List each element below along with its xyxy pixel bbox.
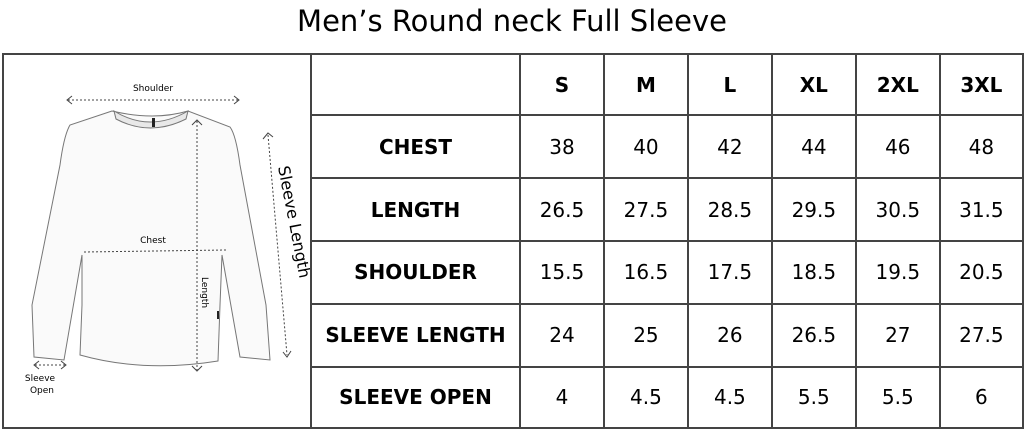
measurement-cell: 48 <box>938 114 1022 180</box>
measurement-cell: 19.5 <box>854 239 941 305</box>
measurement-cell: 18.5 <box>770 239 857 305</box>
label-tag <box>152 118 155 127</box>
table-row: LENGTH 26.5 27.5 28.5 29.5 30.5 31.5 <box>312 177 1022 242</box>
measurement-cell: 30.5 <box>854 177 941 242</box>
measurement-cell: 15.5 <box>519 239 605 305</box>
measurement-cell: 6 <box>938 365 1022 427</box>
sleeve-length-label: Sleeve Length <box>274 164 310 279</box>
corner-cell <box>312 55 521 116</box>
shirt-diagram: Shoulder Chest Length Sleeve Length Slee… <box>4 55 314 427</box>
length-label: Length <box>199 277 209 308</box>
measurement-cell: 26.5 <box>519 177 605 242</box>
sleeve-open-label-2: Open <box>30 386 54 396</box>
measurement-cell: 4.5 <box>602 365 689 427</box>
measurement-cell: 27.5 <box>938 302 1022 368</box>
measurement-cell: 42 <box>686 114 773 180</box>
measurement-cell: 24 <box>519 302 605 368</box>
row-label: SHOULDER <box>312 239 521 305</box>
table-row: SLEEVE LENGTH 24 25 26 26.5 27 27.5 <box>312 302 1022 368</box>
measurement-cell: 46 <box>854 114 941 180</box>
measurement-cell: 29.5 <box>770 177 857 242</box>
measurement-cell: 25 <box>602 302 689 368</box>
sleeve-open-label-1: Sleeve <box>25 374 56 384</box>
size-header: M <box>602 55 689 116</box>
size-table: S M L XL 2XL 3XL CHEST 38 40 42 44 46 48 LENGTH… <box>312 55 1022 427</box>
measurement-cell: 26.5 <box>770 302 857 368</box>
measurement-cell: 28.5 <box>686 177 773 242</box>
measurement-cell: 26 <box>686 302 773 368</box>
table-row: SLEEVE OPEN 4 4.5 4.5 5.5 5.5 6 <box>312 365 1022 427</box>
measurement-cell: 20.5 <box>938 239 1022 305</box>
size-header: L <box>686 55 773 116</box>
header-row: S M L XL 2XL 3XL <box>312 55 1022 116</box>
measurement-cell: 27.5 <box>602 177 689 242</box>
size-header: 3XL <box>938 55 1022 116</box>
measurement-cell: 27 <box>854 302 941 368</box>
measurement-cell: 4 <box>519 365 605 427</box>
measurement-cell: 5.5 <box>854 365 941 427</box>
shoulder-label: Shoulder <box>133 84 173 94</box>
page-title: Men’s Round neck Full Sleeve <box>297 4 727 38</box>
row-label: SLEEVE LENGTH <box>312 302 521 368</box>
size-header: 2XL <box>854 55 941 116</box>
size-header: S <box>519 55 605 116</box>
row-label: SLEEVE OPEN <box>312 365 521 427</box>
measurement-cell: 5.5 <box>770 365 857 427</box>
size-chart: Shoulder Chest Length Sleeve Length Slee… <box>2 53 1024 429</box>
size-header: XL <box>770 55 857 116</box>
measurement-cell: 17.5 <box>686 239 773 305</box>
collar <box>113 109 189 129</box>
measurement-cell: 16.5 <box>602 239 689 305</box>
measurement-cell: 4.5 <box>686 365 773 427</box>
table-row: SHOULDER 15.5 16.5 17.5 18.5 19.5 20.5 <box>312 239 1022 305</box>
row-label: CHEST <box>312 114 521 180</box>
measurement-cell: 44 <box>770 114 857 180</box>
table-row: CHEST 38 40 42 44 46 48 <box>312 114 1022 180</box>
measurement-cell: 31.5 <box>938 177 1022 242</box>
chest-label: Chest <box>140 236 166 246</box>
measurement-cell: 40 <box>602 114 689 180</box>
row-label: LENGTH <box>312 177 521 242</box>
measurement-cell: 38 <box>519 114 605 180</box>
